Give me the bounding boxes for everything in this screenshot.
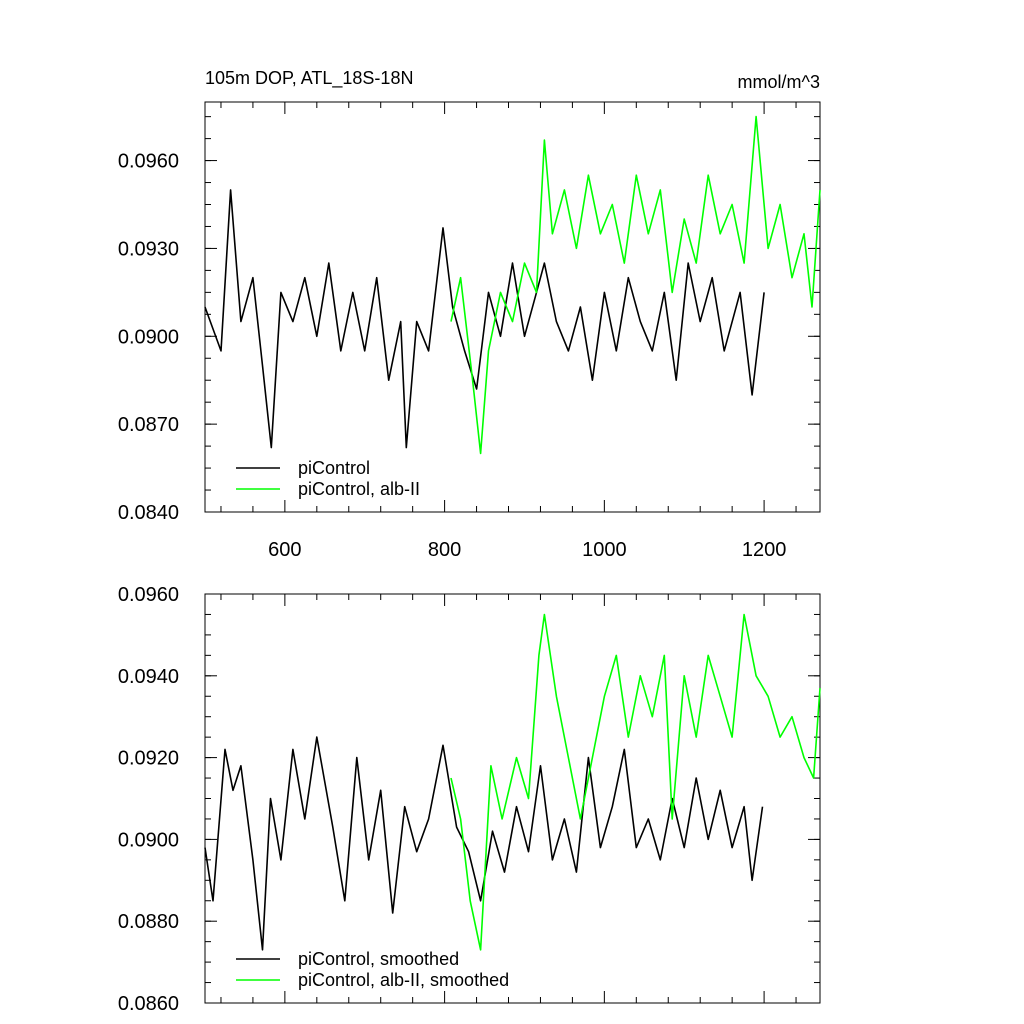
top-axes: 0.0840 0.0870 0.0900 0.0930 0.0960 600 800 1000…	[118, 102, 820, 561]
bottom-panel: 0.0860 0.0880 0.0900 0.0920 0.0940 0.0960 piC…	[118, 584, 821, 1015]
bottom-axes: 0.0860 0.0880 0.0900 0.0920 0.0940 0.0960	[118, 584, 820, 1015]
y-tick-label: 0.0860	[118, 993, 179, 1015]
legend-label-picontrol: piControl	[298, 458, 370, 478]
y-tick-label: 0.0920	[118, 748, 179, 770]
y-tick-label: 0.0900	[118, 829, 179, 851]
top-legend: piControl piControl, alb-II	[236, 458, 420, 499]
series-line-picontrol	[204, 736, 764, 951]
top-panel: 105m DOP, ATL_18S-18N mmol/m^3 0.08400.0…	[118, 68, 821, 561]
y-tick-label: 0.0940	[118, 666, 179, 688]
series-line-alb-ii	[450, 115, 821, 455]
bottom-series-lines	[204, 613, 821, 951]
x-tick-label: 800	[428, 539, 461, 561]
legend-label-picontrol-smoothed: piControl, smoothed	[298, 949, 459, 969]
series-line-picontrol	[204, 189, 765, 449]
y-tick-label: 0.0930	[118, 238, 179, 260]
legend-label-alb-ii: piControl, alb-II	[298, 479, 420, 499]
top-series-lines	[204, 115, 821, 455]
y-tick-label: 0.0900	[118, 326, 179, 348]
units-label: mmol/m^3	[738, 72, 820, 92]
x-tick-label: 1000	[582, 539, 627, 561]
chart-title: 105m DOP, ATL_18S-18N	[205, 68, 413, 89]
legend-label-alb-ii-smoothed: piControl, alb-II, smoothed	[298, 970, 509, 990]
series-line-alb-ii	[450, 613, 821, 951]
bottom-plot-frame	[204, 593, 821, 1004]
x-tick-label: 600	[268, 539, 301, 561]
y-tick-label: 0.0960	[118, 151, 179, 173]
x-tick-label: 1200	[742, 539, 787, 561]
y-tick-label: 0.0870	[118, 414, 179, 436]
y-tick-label: 0.0880	[118, 911, 179, 933]
y-tick-label: 0.0840	[118, 502, 179, 524]
y-tick-label: 0.0960	[118, 584, 179, 606]
bottom-legend: piControl, smoothed piControl, alb-II, s…	[236, 949, 509, 990]
